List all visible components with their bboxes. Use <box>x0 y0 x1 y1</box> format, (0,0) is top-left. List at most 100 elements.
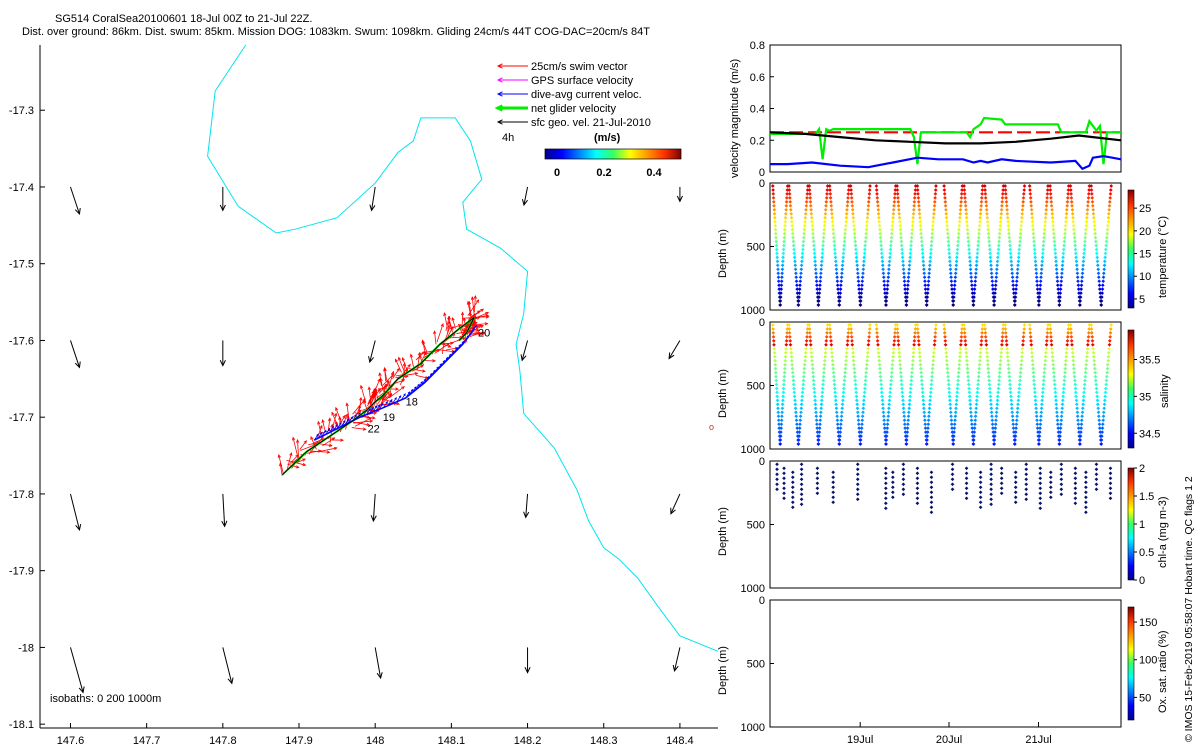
temperature-dot <box>913 192 917 196</box>
swim-vector-head <box>480 308 485 313</box>
temperature-dot <box>818 279 823 284</box>
temperature-dot <box>984 200 988 204</box>
swim-vector-head <box>421 339 425 344</box>
chlorophyll-dot <box>929 510 934 515</box>
salinity-dot <box>846 331 851 335</box>
salinity-dot <box>860 414 865 419</box>
salinity-dot <box>987 386 992 391</box>
temperature-dot <box>926 279 931 284</box>
swim-vector-head <box>414 372 419 376</box>
chlorophyll-dot <box>978 480 983 485</box>
salinity-dot <box>905 434 909 438</box>
swim-vector-head <box>401 386 405 390</box>
temperature-dot <box>1014 283 1019 288</box>
salinity-dot <box>1009 398 1014 403</box>
salinity-dot <box>1004 342 1009 347</box>
salinity-dot <box>777 422 781 427</box>
chlorophyll-dot <box>883 476 888 481</box>
salinity-dot <box>911 350 916 355</box>
salinity-dot <box>966 382 971 387</box>
swim-vector-head <box>409 353 413 358</box>
temperature-dot <box>784 200 789 204</box>
temperature-dot <box>963 200 968 204</box>
swim-vector-head <box>319 424 323 429</box>
temperature-dot <box>840 263 845 268</box>
dac-vector-head <box>410 388 414 392</box>
salinity-dot <box>841 390 846 395</box>
salinity-dot <box>861 402 866 407</box>
chlorophyll-dot <box>782 486 786 491</box>
salinity-dot <box>1003 327 1008 331</box>
dac-vector-head <box>474 324 477 328</box>
temperature-dot <box>1059 275 1064 280</box>
temperature-dot <box>896 196 900 200</box>
salinity-dot <box>996 382 1001 387</box>
temperature-dot <box>803 215 808 220</box>
swim-vector-head <box>401 357 405 361</box>
temperature-dot <box>882 279 886 284</box>
salinity-dot <box>785 327 790 331</box>
salinity-dot <box>927 410 932 415</box>
chlorophyll-dot <box>915 496 920 501</box>
swim-vector-head <box>292 436 296 441</box>
salinity-dot <box>908 386 913 391</box>
dac-vector-head <box>398 395 402 398</box>
salinity-dot <box>949 422 954 427</box>
temperature-dot <box>882 287 887 291</box>
salinity-dot <box>921 394 925 399</box>
salinity-dot <box>775 402 780 407</box>
swim-vector-head <box>344 413 349 418</box>
salinity-dot <box>812 386 817 391</box>
salinity-dot <box>827 323 832 327</box>
chlorophyll-dot <box>999 471 1004 476</box>
temperature-dot <box>1005 211 1010 216</box>
chlorophyll-dot <box>989 467 993 472</box>
salinity-dot <box>787 323 791 327</box>
salinity-dot <box>810 358 814 363</box>
current-vector-head <box>672 664 679 672</box>
dac-vector-head <box>420 381 423 384</box>
temperature-dot <box>923 291 928 295</box>
current-vector <box>374 647 382 679</box>
salinity-dot <box>884 438 889 442</box>
swim-vector-head <box>371 416 376 420</box>
temperature-dot <box>927 271 932 276</box>
salinity-dot <box>950 426 954 430</box>
salinity-dot <box>963 342 968 347</box>
salinity-dot <box>859 426 864 430</box>
temperature-dot <box>955 251 960 256</box>
salinity-dot <box>817 426 822 430</box>
salinity-dot <box>899 374 903 379</box>
temperature-dot <box>804 200 809 204</box>
salinity-dot <box>1106 358 1111 363</box>
swim-vector-head <box>338 415 342 420</box>
current-vector-head <box>74 207 81 216</box>
salinity-dot <box>932 346 937 351</box>
chlorophyll-cbar-tick-label: 0.5 <box>1139 547 1154 559</box>
salinity-dot <box>979 335 984 339</box>
salinity-dot <box>813 406 818 411</box>
salinity-dot <box>920 382 924 387</box>
salinity-dot <box>852 362 856 367</box>
salinity-dot <box>957 362 962 367</box>
velocity-y-tick-label: 0.6 <box>750 72 765 84</box>
salinity-dot <box>952 426 957 430</box>
salinity-dot <box>788 342 793 347</box>
temperature-dot <box>778 295 783 299</box>
temperature-dot <box>983 196 988 200</box>
temperature-dot <box>884 299 889 303</box>
temperature-dot <box>1079 287 1084 291</box>
temperature-dot <box>943 200 948 204</box>
salinity-dot <box>782 378 786 383</box>
dac-vector-head <box>381 402 384 406</box>
map-y-tick-label: -17.3 <box>9 105 34 117</box>
salinity-dot <box>997 370 1002 375</box>
chlorophyll-dot <box>883 466 888 471</box>
swim-vector-head <box>395 358 399 363</box>
swim-vector-head <box>359 396 363 401</box>
chlorophyll-dot <box>978 500 983 505</box>
swim-vector <box>467 299 479 316</box>
salinity-dot <box>881 406 885 411</box>
temperature-dot <box>994 275 999 280</box>
swim-vector-head <box>447 320 451 325</box>
